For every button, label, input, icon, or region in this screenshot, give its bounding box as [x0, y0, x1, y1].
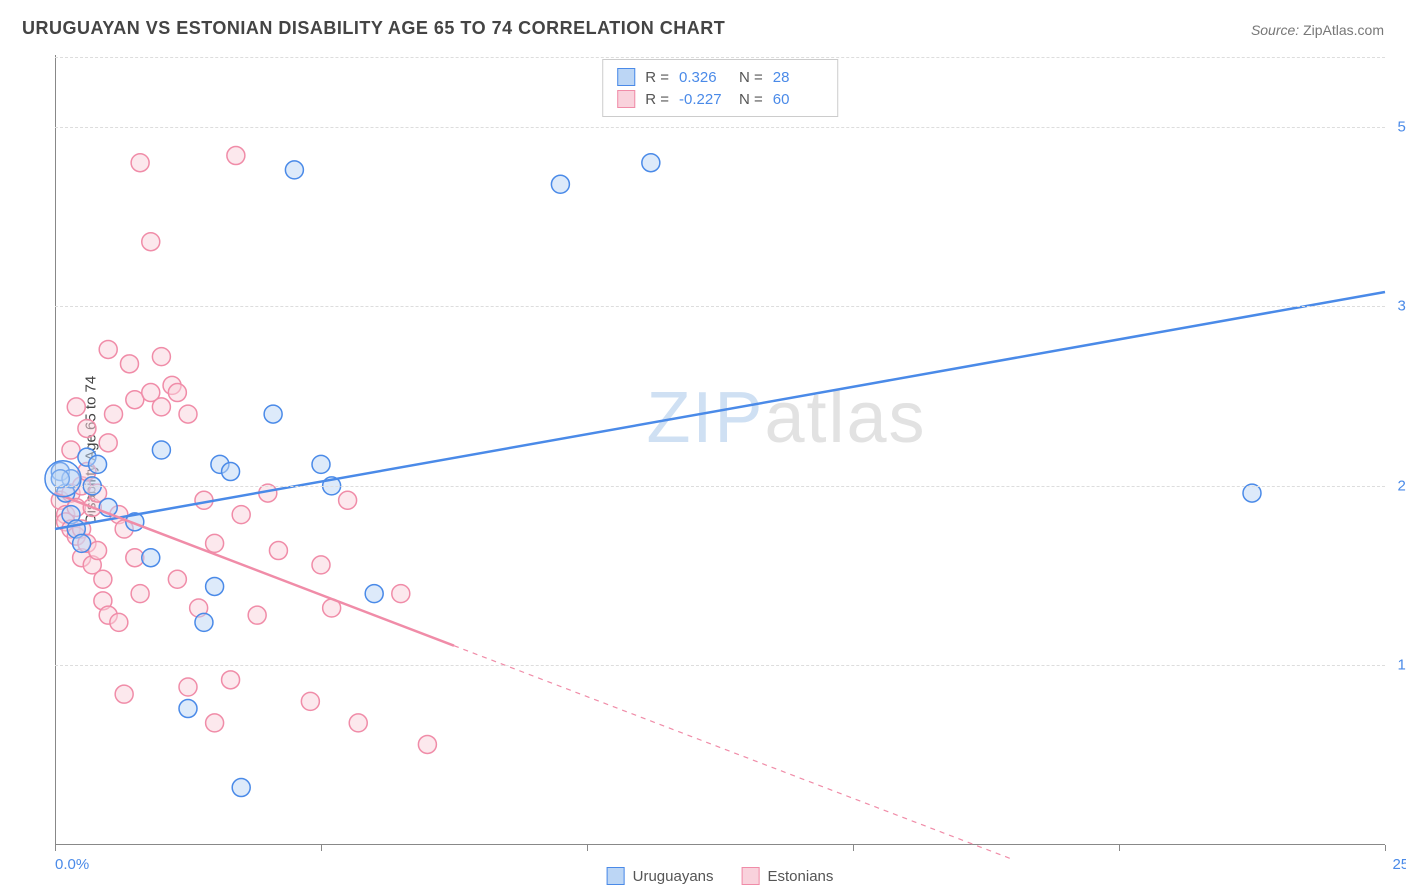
x-tick	[321, 845, 322, 851]
legend-n-value: 60	[773, 91, 823, 108]
y-tick-label: 37.5%	[1397, 298, 1406, 315]
scatter-point	[227, 147, 245, 165]
scatter-point	[99, 434, 117, 452]
legend-label: Estonians	[768, 868, 834, 885]
source-credit: Source: ZipAtlas.com	[1251, 22, 1384, 38]
scatter-point	[152, 441, 170, 459]
scatter-point	[269, 542, 287, 560]
scatter-point	[94, 570, 112, 588]
scatter-point	[206, 534, 224, 552]
trend-line	[55, 292, 1385, 529]
x-tick	[1385, 845, 1386, 851]
legend-n-label: N =	[739, 91, 763, 108]
gridline-h	[55, 486, 1385, 487]
correlation-legend: R = 0.326 N = 28 R = -0.227 N = 60	[602, 59, 838, 117]
legend-row: R = -0.227 N = 60	[617, 88, 823, 110]
scatter-point	[179, 678, 197, 696]
scatter-point	[168, 384, 186, 402]
chart-svg	[55, 55, 1385, 845]
x-max-label: 25.0%	[1392, 856, 1406, 873]
legend-swatch	[607, 867, 625, 885]
chart-area: ZIPatlas Disability Age 65 to 74 R =0.32…	[55, 55, 1385, 845]
scatter-point	[179, 405, 197, 423]
legend-n-value: 28	[773, 69, 823, 86]
scatter-point	[392, 585, 410, 603]
gridline-h	[55, 127, 1385, 128]
scatter-point	[365, 585, 383, 603]
scatter-point	[168, 570, 186, 588]
legend-item: Uruguayans	[607, 867, 714, 885]
scatter-point	[142, 549, 160, 567]
gridline-h	[55, 306, 1385, 307]
scatter-point	[312, 455, 330, 473]
scatter-point	[99, 340, 117, 358]
legend-n-label: N =	[739, 69, 763, 86]
gridline-h	[55, 57, 1385, 58]
scatter-point	[131, 585, 149, 603]
legend-swatch	[617, 68, 635, 86]
origin-cluster-marker	[45, 461, 81, 497]
legend-r-value: -0.227	[679, 91, 729, 108]
chart-title: URUGUAYAN VS ESTONIAN DISABILITY AGE 65 …	[22, 18, 725, 39]
scatter-point	[152, 398, 170, 416]
scatter-point	[349, 714, 367, 732]
scatter-point	[110, 613, 128, 631]
scatter-point	[642, 154, 660, 172]
x-tick	[587, 845, 588, 851]
scatter-point	[312, 556, 330, 574]
scatter-point	[179, 700, 197, 718]
scatter-point	[105, 405, 123, 423]
y-tick-label: 25.0%	[1397, 477, 1406, 494]
scatter-point	[131, 154, 149, 172]
gridline-h	[55, 665, 1385, 666]
x-tick	[1119, 845, 1120, 851]
scatter-point	[551, 175, 569, 193]
scatter-point	[222, 463, 240, 481]
scatter-point	[115, 685, 133, 703]
scatter-point	[248, 606, 266, 624]
legend-r-label: R =	[645, 69, 669, 86]
legend-swatch	[742, 867, 760, 885]
series-legend: Uruguayans Estonians	[607, 867, 834, 885]
scatter-point	[195, 613, 213, 631]
legend-item: Estonians	[742, 867, 834, 885]
legend-row: R = 0.326 N = 28	[617, 66, 823, 88]
scatter-point	[232, 506, 250, 524]
scatter-point	[67, 398, 85, 416]
scatter-point	[222, 671, 240, 689]
y-tick-label: 50.0%	[1397, 118, 1406, 135]
scatter-point	[152, 348, 170, 366]
legend-r-value: 0.326	[679, 69, 729, 86]
scatter-point	[73, 534, 91, 552]
legend-label: Uruguayans	[633, 868, 714, 885]
scatter-point	[142, 233, 160, 251]
scatter-point	[418, 735, 436, 753]
scatter-point	[78, 419, 96, 437]
scatter-point	[120, 355, 138, 373]
x-tick	[55, 845, 56, 851]
scatter-point	[89, 455, 107, 473]
x-min-label: 0.0%	[55, 856, 89, 873]
source-value: ZipAtlas.com	[1303, 22, 1384, 38]
scatter-point	[232, 779, 250, 797]
scatter-point	[285, 161, 303, 179]
scatter-point	[206, 714, 224, 732]
scatter-point	[206, 577, 224, 595]
scatter-point	[301, 692, 319, 710]
scatter-point	[339, 491, 357, 509]
legend-r-label: R =	[645, 91, 669, 108]
x-tick	[853, 845, 854, 851]
scatter-point	[264, 405, 282, 423]
y-tick-label: 12.5%	[1397, 657, 1406, 674]
source-label: Source:	[1251, 22, 1299, 38]
trend-line-dashed	[454, 646, 1013, 860]
legend-swatch	[617, 90, 635, 108]
